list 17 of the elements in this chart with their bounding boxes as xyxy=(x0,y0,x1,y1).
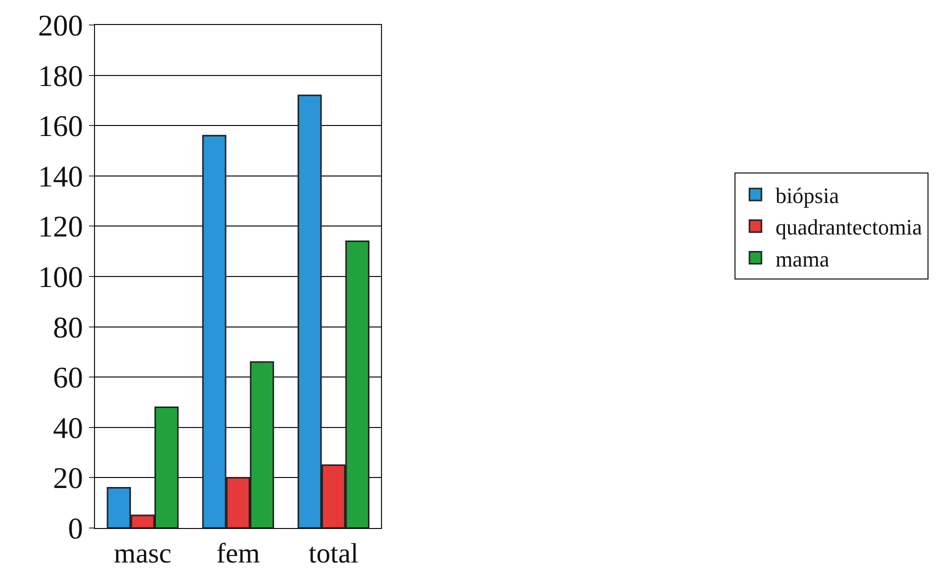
y-tick-label: 100 xyxy=(38,261,83,294)
y-tick-label: 80 xyxy=(53,311,83,344)
legend-label: mama xyxy=(775,246,830,272)
y-tick-label: 60 xyxy=(53,362,83,395)
x-tick-label: masc xyxy=(114,538,172,570)
y-tick-label: 160 xyxy=(38,110,83,144)
x-tick-label: fem xyxy=(216,538,260,570)
y-tick-label: 20 xyxy=(53,462,83,496)
y-tick-label: 180 xyxy=(38,60,83,93)
y-tick-label: 0 xyxy=(68,512,83,546)
y-tick-label: 40 xyxy=(53,412,83,445)
y-tick-label: 120 xyxy=(38,210,83,244)
y-tick-label: 140 xyxy=(38,160,83,194)
legend-label: quadrantectomia xyxy=(775,214,922,240)
x-tick-label: total xyxy=(308,538,359,570)
y-tick-label: 200 xyxy=(38,10,83,42)
legend-label: biópsia xyxy=(775,183,840,208)
